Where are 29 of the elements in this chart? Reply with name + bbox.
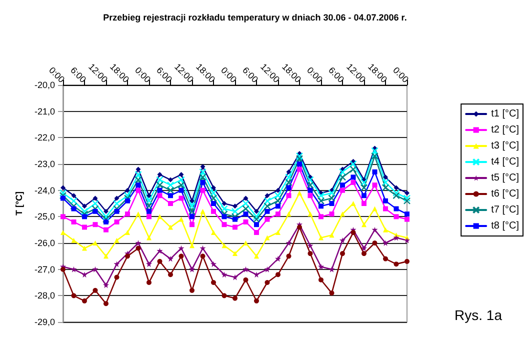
chart-title: Przebieg rejestracji rozkładu temperatury w dniach 30.06 - 04.07.2006 r. xyxy=(103,12,407,22)
legend-label: t5 [°C] xyxy=(491,172,520,184)
y-tick-label: -24,0 xyxy=(34,185,55,196)
y-tick-label: -26,0 xyxy=(34,238,55,248)
text: Rys. 1a xyxy=(454,307,502,323)
y-tick-label: -22,0 xyxy=(34,132,55,143)
x-tick-label: 0:00 xyxy=(391,65,411,85)
legend-label: t2 [°C] xyxy=(491,124,520,136)
x-tick-label: 6:00 xyxy=(154,65,174,85)
y-tick-label: -28,0 xyxy=(34,290,55,301)
x-tick-label: 0:00 xyxy=(305,65,325,85)
y-axis-title: T [°C] xyxy=(14,191,24,216)
legend-label: t3 [°C] xyxy=(491,140,520,152)
y-tick-label: -20,0 xyxy=(34,80,55,90)
legend-label: t4 [°C] xyxy=(491,156,520,168)
x-tick-label: 6:00 xyxy=(68,65,88,85)
y-tick-label: -25,0 xyxy=(34,212,55,222)
legend-label: t8 [°C] xyxy=(491,220,520,232)
legend-label: t7 [°C] xyxy=(491,204,520,216)
x-tick-label: 0:00 xyxy=(219,65,239,85)
x-tick-label: 6:00 xyxy=(326,65,346,85)
y-tick-label: -21,0 xyxy=(34,106,55,116)
y-tick-label: -23,0 xyxy=(34,159,55,169)
legend-label: t6 [°C] xyxy=(491,188,520,200)
y-tick-label: -29,0 xyxy=(34,317,55,327)
y-tick-label: -27,0 xyxy=(34,264,55,274)
x-tick-label: 0:00 xyxy=(133,65,153,85)
x-tick-label: 6:00 xyxy=(240,65,260,85)
legend-label: t1 [°C] xyxy=(491,108,520,120)
